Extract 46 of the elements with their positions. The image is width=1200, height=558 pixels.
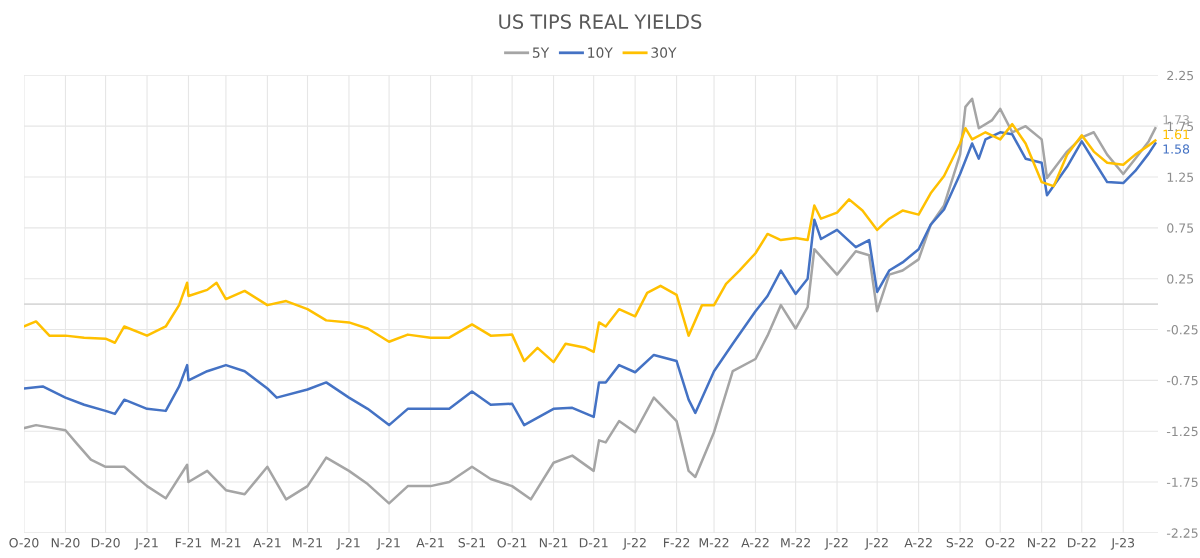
y-tick-label: -1.75: [1166, 477, 1198, 487]
x-tick-label: O-22: [985, 537, 1015, 548]
x-tick-label: S-22: [946, 537, 974, 548]
x-tick-label: F-21: [175, 537, 202, 548]
legend-label: 5Y: [532, 47, 550, 58]
legend-label: 30Y: [651, 47, 677, 58]
x-tick-label: S-21: [458, 537, 485, 548]
data-label: 1.61: [1163, 129, 1189, 140]
y-tick-label: -0.25: [1166, 325, 1198, 335]
x-tick-label: J-22: [824, 537, 848, 550]
x-tick-label: A-21: [253, 537, 281, 548]
x-tick-label: N-22: [1028, 537, 1056, 548]
y-tick-label: 0.25: [1167, 274, 1194, 284]
y-tick-label: -0.75: [1166, 375, 1198, 386]
data-label: 1.58: [1163, 144, 1190, 154]
x-tick-label: M-22: [781, 537, 810, 548]
x-tick-label: J-21: [134, 537, 158, 550]
x-tick-label: J-21: [336, 537, 360, 550]
x-tick-label: O-21: [497, 537, 527, 548]
x-tick-label: A-21: [416, 537, 444, 548]
y-tick-label: 2.25: [1167, 70, 1194, 81]
x-tick-label: J-21: [376, 537, 400, 550]
x-tick-label: M-22: [699, 537, 729, 548]
line-series: [24, 97, 1157, 505]
x-tick-label: N-20: [51, 537, 80, 548]
x-tick-label: J-22: [622, 537, 646, 550]
x-tick-label: F-22: [664, 537, 690, 548]
x-tick-label: N-21: [539, 537, 568, 548]
x-tick-label: M-21: [211, 537, 241, 548]
chart-title: US TIPS REAL YIELDS: [499, 14, 702, 29]
x-tick-label: J-23: [1110, 537, 1135, 550]
x-tick-label: D-20: [91, 537, 120, 548]
x-tick-label: A-22: [904, 537, 932, 548]
y-tick-label: -2.25: [1166, 528, 1198, 538]
y-tick-label: 1.25: [1167, 172, 1194, 182]
y-tick-label: 0.75: [1167, 223, 1194, 233]
x-tick-label: J-22: [864, 537, 888, 550]
x-tick-label: D-21: [579, 537, 608, 548]
x-tick-label: A-22: [741, 537, 769, 548]
x-tick-label: D-22: [1067, 537, 1096, 548]
x-tick-label: O-20: [9, 537, 39, 548]
line-series: [24, 131, 1157, 427]
y-tick-label: -1.25: [1166, 426, 1198, 437]
line-series: [24, 122, 1157, 364]
x-tick-label: M-21: [293, 537, 322, 548]
legend-label: 10Y: [588, 47, 613, 58]
